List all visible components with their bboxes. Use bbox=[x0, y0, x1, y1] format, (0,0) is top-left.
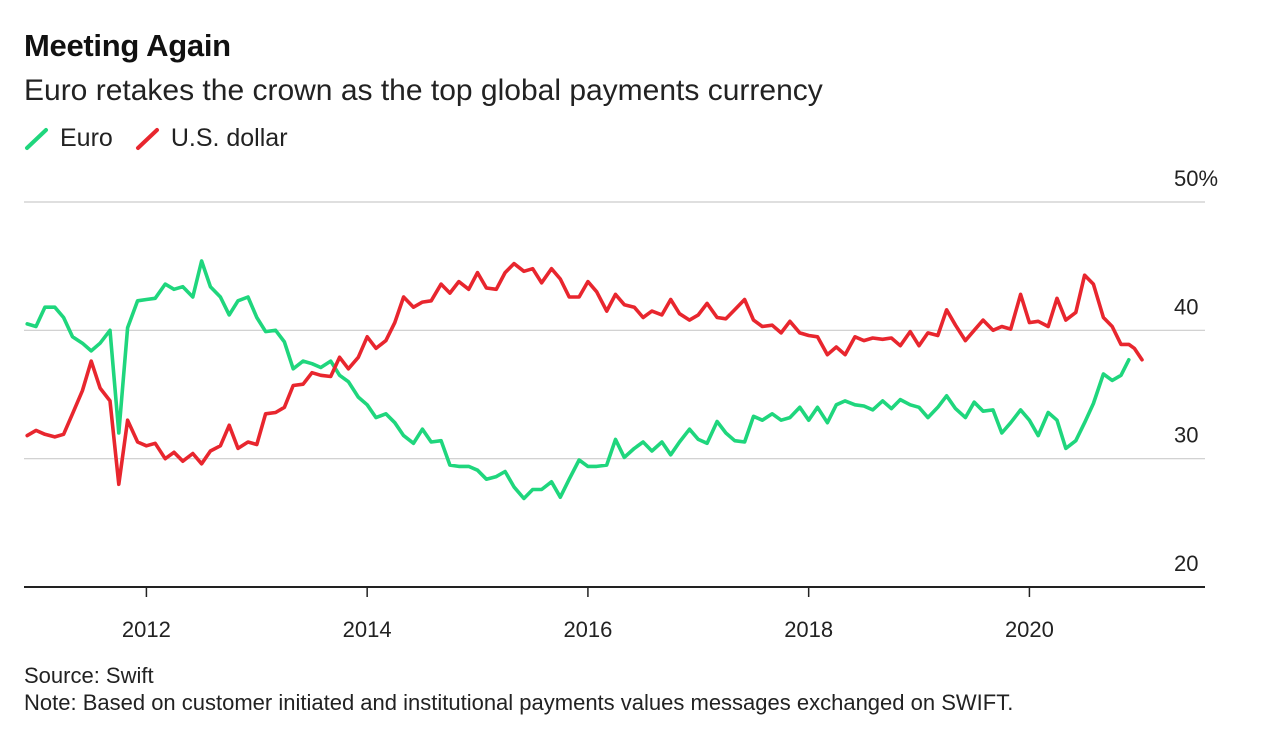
grid-lines: 20 30 40 50% bbox=[24, 166, 1218, 576]
x-axis: 2012 2014 2016 2018 2020 bbox=[24, 586, 1205, 642]
legend-swatch-euro bbox=[25, 127, 48, 150]
x-tick-label-2014: 2014 bbox=[343, 617, 392, 642]
x-tick-label-2016: 2016 bbox=[563, 617, 612, 642]
source-note: Source: Swift bbox=[24, 663, 154, 688]
y-tick-label-20: 20 bbox=[1174, 551, 1198, 576]
series-lines bbox=[25, 259, 1144, 501]
series-line-euro bbox=[25, 259, 1131, 501]
legend-item-dollar: U.S. dollar bbox=[135, 124, 288, 153]
legend-swatch-dollar bbox=[135, 127, 159, 150]
legend-item-euro: Euro bbox=[24, 124, 113, 153]
chart-subtitle: Euro retakes the crown as the top global… bbox=[24, 74, 823, 107]
chart-legend: Euro U.S. dollar bbox=[24, 124, 310, 153]
legend-label-euro: Euro bbox=[60, 124, 113, 152]
chart-title: Meeting Again bbox=[24, 28, 231, 63]
x-tick-label-2018: 2018 bbox=[784, 617, 833, 642]
y-tick-label-30: 30 bbox=[1174, 423, 1198, 448]
x-tick-label-2020: 2020 bbox=[1005, 617, 1054, 642]
legend-label-dollar: U.S. dollar bbox=[170, 124, 288, 152]
y-tick-label-50: 50% bbox=[1174, 166, 1218, 191]
chart-footer: Source: Swift Note: Based on customer in… bbox=[24, 662, 1013, 716]
series-line-us-dollar bbox=[25, 261, 1144, 487]
methodology-note: Note: Based on customer initiated and in… bbox=[24, 690, 1014, 715]
x-tick-label-2012: 2012 bbox=[122, 617, 171, 642]
y-tick-label-40: 40 bbox=[1174, 294, 1198, 319]
